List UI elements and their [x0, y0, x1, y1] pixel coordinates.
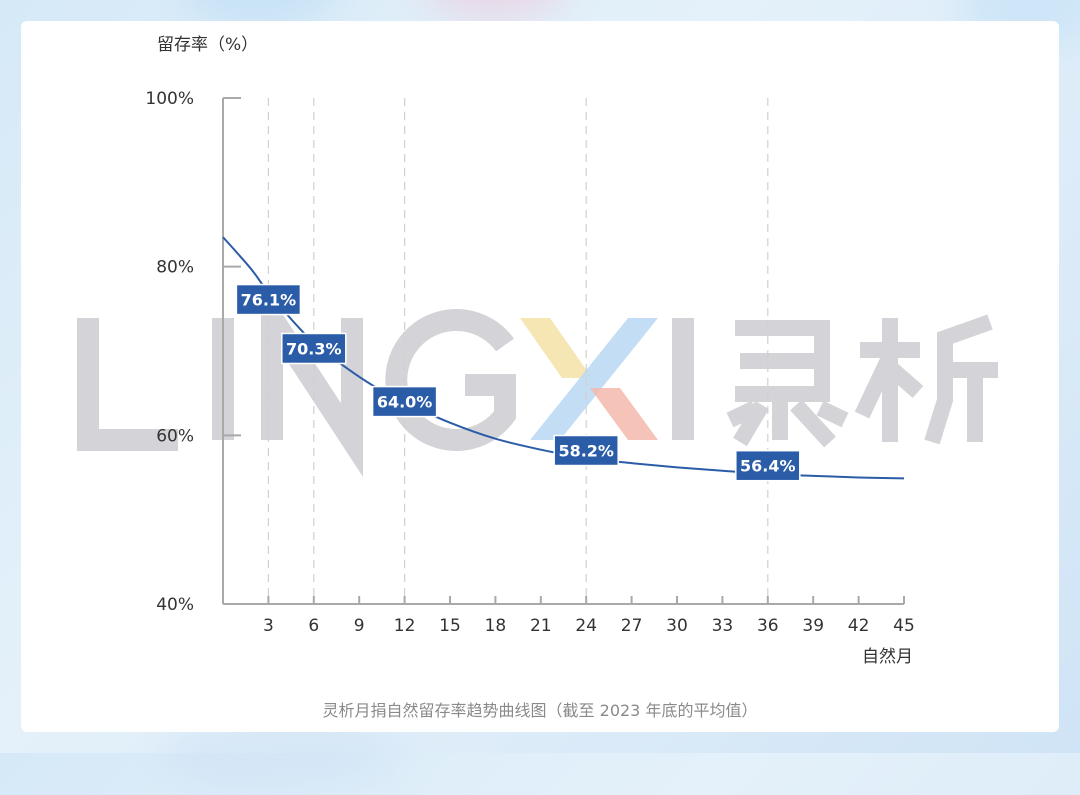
- data-label-text: 64.0%: [377, 393, 433, 412]
- x-tick-label: 9: [354, 616, 365, 636]
- y-tick-label: 60%: [156, 426, 194, 446]
- data-label-text: 56.4%: [740, 457, 796, 476]
- x-tick-label: 18: [485, 616, 507, 636]
- data-label: 70.3%: [281, 332, 347, 365]
- x-tick-label: 12: [394, 616, 416, 636]
- retention-chart: 100%80%60%40%3 6 9 12 15 18 21 24 27 30 33 36 39 42 45…: [77, 35, 998, 667]
- data-label-text: 70.3%: [286, 339, 342, 358]
- x-tick-label: 27: [621, 616, 643, 636]
- lingxi-watermark-logo: [77, 281, 998, 477]
- y-axis-title: 留存率（%）: [157, 35, 258, 55]
- x-tick-label: 3: [263, 616, 274, 636]
- data-label-box: [281, 332, 347, 365]
- x-tick-label: 36: [757, 616, 779, 636]
- data-label: 64.0%: [371, 385, 438, 418]
- data-label: 58.2%: [553, 434, 619, 467]
- x-tick-label: 15: [439, 616, 461, 636]
- x-tick-label: 21: [530, 616, 552, 636]
- x-tick-label: 42: [848, 616, 870, 636]
- data-label: 56.4%: [735, 449, 801, 482]
- data-label-box: [371, 385, 438, 418]
- chart-caption: 灵析月捐自然留存率趋势曲线图（截至 2023 年底的平均值）: [322, 701, 758, 720]
- y-tick-label: 80%: [156, 258, 194, 278]
- data-label-box: [553, 434, 619, 467]
- x-tick-label: 6: [308, 616, 319, 636]
- x-tick-label: 24: [575, 616, 597, 636]
- data-label-text: 76.1%: [241, 291, 297, 310]
- x-axis-title: 自然月: [862, 647, 913, 667]
- y-tick-label: 40%: [156, 595, 194, 615]
- x-tick-label: 33: [712, 616, 734, 636]
- data-label: 76.1%: [235, 283, 302, 316]
- y-tick-label: 100%: [145, 89, 194, 109]
- x-tick-label: 39: [802, 616, 824, 636]
- x-tick-label: 45: [893, 616, 915, 636]
- data-label-box: [235, 283, 302, 316]
- data-label-box: [735, 449, 801, 482]
- data-label-text: 58.2%: [558, 442, 614, 461]
- x-tick-label: 30: [666, 616, 688, 636]
